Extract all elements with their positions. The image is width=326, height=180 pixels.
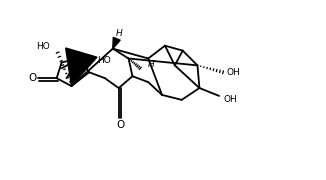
- Text: O: O: [28, 73, 36, 83]
- Text: OH: OH: [223, 95, 237, 104]
- Polygon shape: [113, 37, 120, 49]
- Text: HO: HO: [97, 56, 111, 65]
- Text: H: H: [148, 60, 155, 69]
- Text: O: O: [116, 120, 125, 130]
- Text: OH: OH: [227, 68, 241, 77]
- Text: H: H: [115, 29, 122, 38]
- Polygon shape: [66, 48, 97, 86]
- Text: HO: HO: [36, 42, 50, 51]
